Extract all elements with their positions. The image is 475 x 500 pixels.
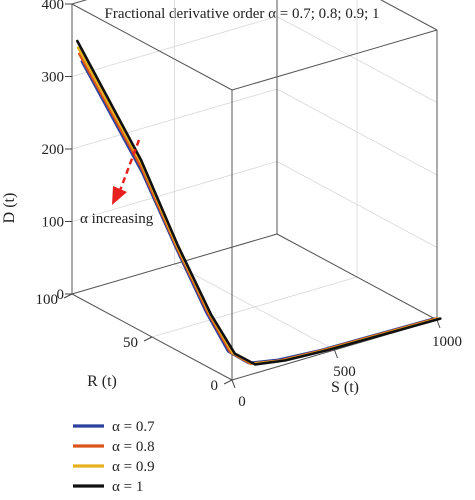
z-tick-label: 300 bbox=[42, 70, 65, 86]
x-tick-label: 0 bbox=[238, 394, 246, 410]
z-axis-label: D (t) bbox=[1, 193, 18, 224]
box-edge bbox=[231, 29, 438, 91]
y-tick-mark bbox=[143, 336, 153, 342]
arrow-icon bbox=[112, 186, 127, 205]
series-line bbox=[77, 46, 440, 365]
gridline bbox=[71, 161, 278, 222]
gridline bbox=[71, 88, 278, 150]
legend-label: α = 0.9 bbox=[112, 459, 155, 475]
legend-label: α = 0.8 bbox=[112, 439, 155, 455]
y-tick-label: 50 bbox=[123, 335, 138, 351]
chart-title: Fractional derivative order α = 0.7; 0.8… bbox=[104, 6, 379, 22]
z-tick-label: 0 bbox=[57, 287, 65, 303]
legend-label: α = 0.7 bbox=[112, 419, 155, 435]
series-line bbox=[76, 39, 442, 366]
y-tick-mark bbox=[63, 293, 73, 299]
series-lines bbox=[76, 39, 442, 366]
gridline bbox=[276, 161, 438, 248]
box-edge bbox=[380, 0, 438, 31]
gridline bbox=[151, 276, 358, 338]
gridline bbox=[276, 88, 438, 176]
x-tick-mark bbox=[231, 379, 236, 389]
legend: α = 0.7 α = 0.8 α = 0.9 α = 1 bbox=[73, 419, 155, 495]
x-tick-label: 1000 bbox=[432, 334, 462, 350]
box-edge bbox=[71, 3, 233, 91]
axes-box bbox=[71, 0, 438, 381]
series-line bbox=[78, 52, 438, 365]
z-tick-label: 100 bbox=[42, 215, 65, 231]
axis-labels: S (t) R (t) D (t) bbox=[1, 193, 359, 396]
box-edge bbox=[71, 233, 278, 295]
annotation-text: α increasing bbox=[80, 211, 154, 227]
gridline bbox=[276, 16, 438, 103]
y-tick-mark bbox=[223, 379, 233, 385]
box-edge bbox=[276, 233, 438, 321]
y-axis-label: R (t) bbox=[87, 373, 117, 390]
gridline bbox=[71, 16, 278, 77]
x-tick-mark bbox=[436, 319, 441, 329]
z-tick-label: 200 bbox=[42, 142, 65, 158]
legend-label: α = 1 bbox=[112, 479, 143, 495]
y-tick-label: 100 bbox=[36, 292, 59, 308]
x-tick-mark bbox=[334, 349, 338, 359]
x-tick-label: 500 bbox=[333, 364, 356, 380]
annotation-group: α increasing bbox=[80, 139, 154, 227]
y-tick-label: 0 bbox=[211, 378, 219, 394]
z-tick-label: 400 bbox=[42, 0, 65, 13]
x-axis-label: S (t) bbox=[331, 379, 359, 396]
